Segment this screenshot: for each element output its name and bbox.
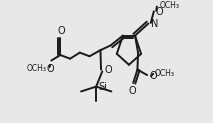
Text: OCH₃: OCH₃ [27, 64, 47, 73]
Text: O: O [150, 71, 157, 81]
Text: O: O [129, 86, 136, 96]
Text: O: O [57, 26, 65, 36]
Text: N: N [151, 19, 158, 29]
Text: Si: Si [99, 82, 108, 92]
Text: O: O [156, 7, 163, 17]
Text: O: O [47, 64, 55, 74]
Text: OCH₃: OCH₃ [159, 1, 179, 10]
Text: OCH₃: OCH₃ [154, 69, 174, 78]
Text: O: O [104, 65, 112, 75]
